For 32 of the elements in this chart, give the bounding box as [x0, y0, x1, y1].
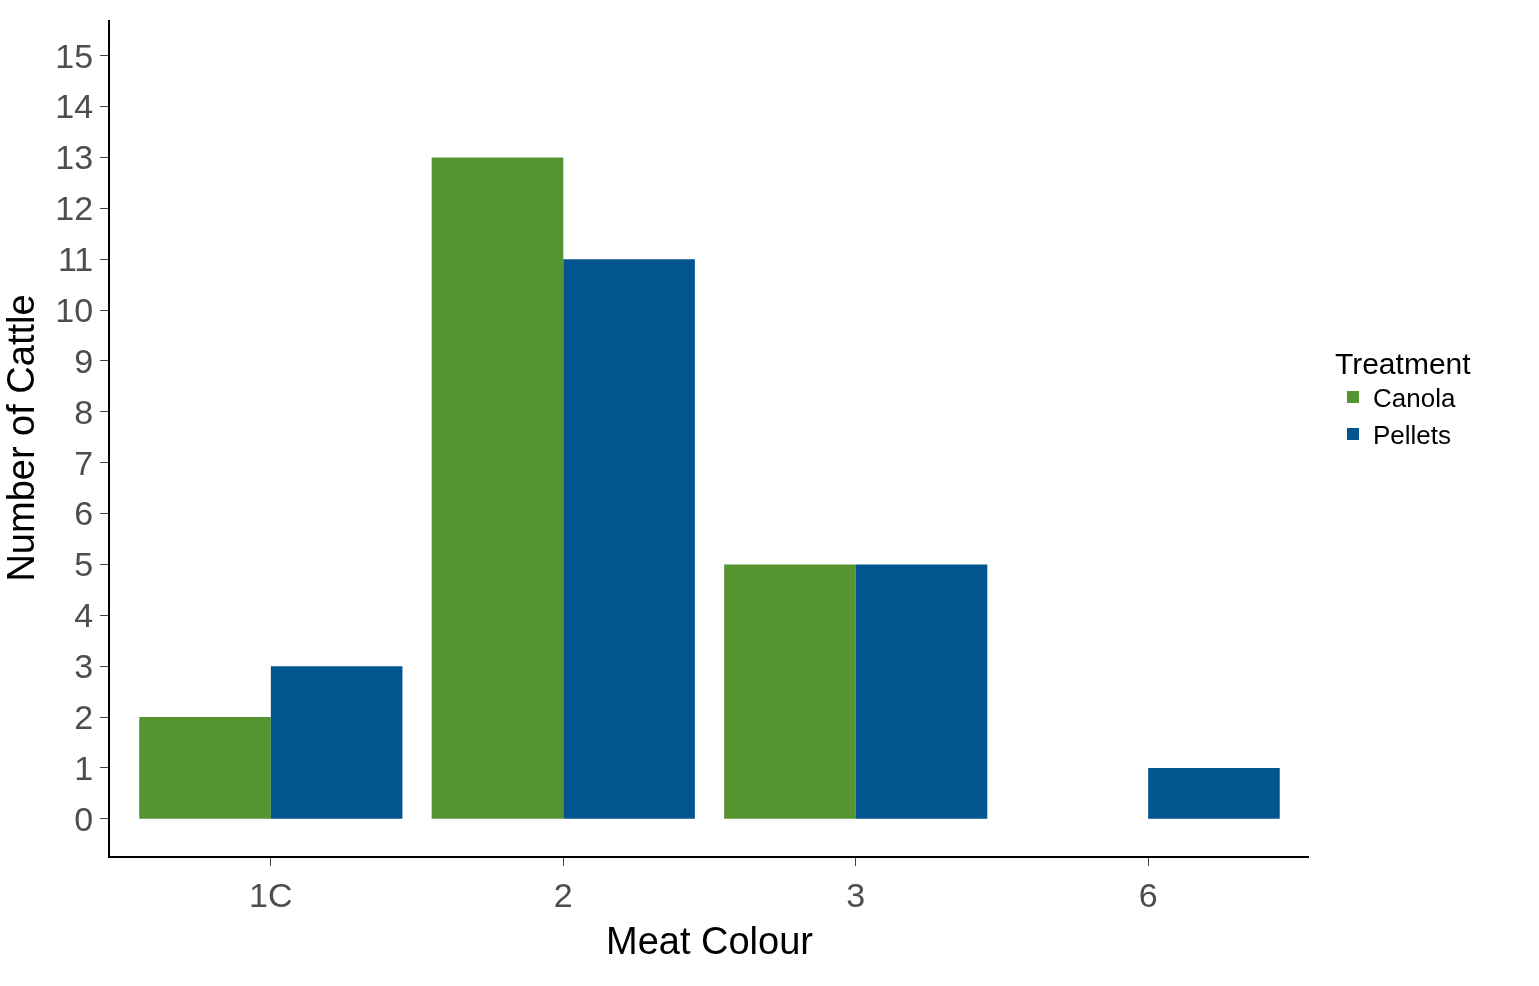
bar [270, 666, 403, 819]
y-tick-label: 8 [74, 392, 94, 431]
y-tick-label: 15 [55, 36, 94, 75]
bar [563, 259, 695, 819]
y-tick-label: 11 [57, 240, 94, 279]
y-axis-title: Number of Cattle [0, 294, 42, 582]
y-tick-label: 2 [74, 697, 94, 736]
y-tick-label: 13 [55, 138, 94, 177]
y-tick-label: 4 [74, 596, 94, 635]
x-tick-label: 6 [1138, 875, 1158, 914]
y-tick-label: 5 [74, 545, 94, 584]
y-tick-label: 7 [74, 443, 94, 482]
bar [431, 157, 564, 819]
y-tick-label: 3 [74, 647, 94, 686]
y-tick-label: 6 [74, 494, 94, 533]
bar [855, 564, 988, 819]
y-tick-label: 12 [55, 189, 94, 228]
x-tick-label: 2 [553, 875, 573, 914]
bar [1148, 767, 1280, 819]
y-tick-label: 1 [74, 748, 94, 787]
bar [139, 717, 271, 819]
x-tick-label: 1C [249, 875, 293, 914]
y-tick-label: 14 [55, 87, 94, 126]
legend-label: Canola [1372, 383, 1456, 414]
legend-label: Pellets [1372, 420, 1452, 451]
y-tick-label: 10 [55, 290, 94, 329]
x-tick-label: 3 [846, 875, 866, 914]
y-tick-label: 0 [74, 799, 94, 838]
bar [724, 564, 856, 819]
legend-title: Treatment [1334, 346, 1472, 380]
x-axis-title: Meat Colour [606, 920, 814, 963]
y-tick-label: 9 [74, 341, 94, 380]
